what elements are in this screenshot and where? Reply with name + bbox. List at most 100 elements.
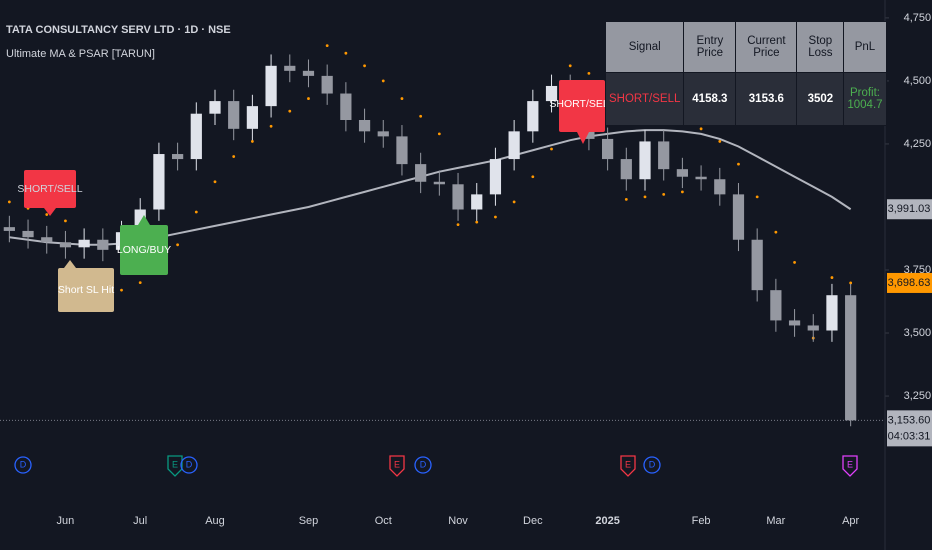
candle-body — [97, 239, 109, 250]
candle-body — [826, 295, 838, 331]
x-tick-label: Apr — [842, 515, 859, 527]
y-tick-label: 3,750.00 — [904, 264, 932, 276]
event-icon — [167, 455, 183, 477]
x-tick-label: Oct — [375, 515, 392, 527]
table-cell: Profit: 1004.7 — [843, 72, 887, 126]
signal-labels: SHORT/SELL Short SL Hit LONG/BUY SHORT/S… — [17, 80, 615, 312]
x-tick-label: Aug — [205, 515, 225, 527]
candle-body — [358, 120, 371, 132]
x-tick-label: 2025 — [595, 515, 619, 527]
candle-body — [433, 181, 445, 185]
table-cell: PnL — [843, 21, 887, 73]
psar-dot — [120, 288, 123, 292]
x-tick-label: Dec — [523, 515, 543, 527]
psar-dot — [437, 132, 441, 136]
candle-body — [658, 141, 670, 170]
candle-body — [695, 176, 707, 180]
psar-dot — [531, 175, 535, 179]
candle-body — [639, 141, 651, 180]
psar-dot — [213, 180, 217, 184]
psar-dot — [232, 155, 236, 158]
psar-dot — [176, 243, 180, 247]
candle-body — [807, 325, 819, 331]
psar-dot — [269, 124, 273, 128]
event-icon — [620, 455, 636, 477]
candle-body — [190, 113, 202, 160]
psar-dot — [643, 195, 647, 199]
signal-pointer — [64, 260, 76, 268]
psar-dot — [718, 140, 722, 143]
psar-dot — [699, 127, 703, 131]
event-icon — [643, 456, 661, 474]
candle-body — [377, 131, 389, 137]
candle-body — [415, 164, 427, 182]
event-letter: E — [625, 459, 631, 469]
candle-body — [302, 70, 315, 76]
psar-dot — [400, 97, 404, 100]
candle-body — [732, 194, 745, 240]
candle-body — [284, 65, 296, 71]
candle-body — [751, 239, 763, 291]
candle-body — [714, 179, 726, 195]
signal-box — [559, 80, 605, 132]
event-icon — [14, 456, 32, 474]
table-cell: Current Price — [735, 21, 798, 73]
psar-dot — [363, 64, 366, 68]
countdown: 04:03:31 — [888, 430, 931, 442]
signal-pointer — [138, 215, 150, 225]
psar-dot — [512, 200, 516, 204]
candle-body — [788, 320, 801, 326]
signal-label: LONG/BUY — [117, 244, 171, 256]
table-cell: Entry Price — [683, 21, 737, 73]
event-letter: E — [172, 459, 178, 469]
psar-dot — [288, 109, 292, 113]
psar-dot — [849, 281, 853, 285]
event-icon — [414, 456, 432, 474]
event-icon — [842, 455, 858, 477]
psar-dot — [7, 200, 11, 204]
psar-dot — [830, 276, 834, 279]
psar-dot — [737, 162, 740, 166]
event-letter: E — [394, 459, 400, 469]
indicator-name: Ultimate MA & PSAR [TARUN] — [6, 48, 155, 60]
table-row: Signal Entry Price Current Price Stop Loss P… — [604, 21, 887, 73]
candle-body — [770, 290, 782, 321]
psar-dot — [587, 71, 591, 75]
psar-dot — [325, 44, 329, 48]
table-cell: 4158.3 — [683, 72, 737, 126]
table-cell: Signal — [604, 21, 685, 73]
psar-dot — [194, 210, 198, 214]
candle-body — [396, 136, 408, 165]
last-value-box — [887, 199, 932, 220]
candle-body — [845, 295, 857, 421]
event-letter: D — [420, 459, 427, 469]
table-cell: 3153.6 — [735, 72, 798, 126]
table-row: SHORT/SELL 4158.3 3153.6 3502 Profit: 1004.7 — [604, 72, 887, 126]
last-price-label: 3,153.60 — [888, 414, 931, 426]
psar-dot — [456, 223, 460, 227]
signal-pointer — [577, 132, 589, 144]
chart-title: TATA CONSULTANCY SERV LTD · 1D · NSE — [6, 24, 231, 36]
last-value-label: 3,698.63 — [888, 277, 931, 289]
last-value-box — [887, 272, 932, 293]
psar-dot — [568, 64, 572, 68]
candle-body — [41, 237, 53, 243]
x-tick-label: Jun — [57, 515, 75, 527]
candle-body — [246, 106, 258, 129]
candle-body — [620, 159, 632, 180]
candle-body — [3, 227, 15, 231]
event-icon — [389, 455, 405, 477]
psar-dot — [64, 219, 67, 223]
psar-dot — [250, 140, 254, 143]
table-cell: Stop Loss — [796, 21, 845, 73]
x-tick-label: Mar — [766, 515, 785, 527]
candle-body — [134, 209, 146, 233]
candle-body — [59, 242, 72, 248]
psar-dot — [381, 79, 385, 83]
table-cell: 3502 — [796, 72, 845, 126]
candle-body — [452, 184, 464, 210]
x-tick-label: Jul — [133, 515, 147, 527]
candle-body — [340, 93, 352, 120]
y-tick-label: 4,750.00 — [904, 12, 932, 24]
